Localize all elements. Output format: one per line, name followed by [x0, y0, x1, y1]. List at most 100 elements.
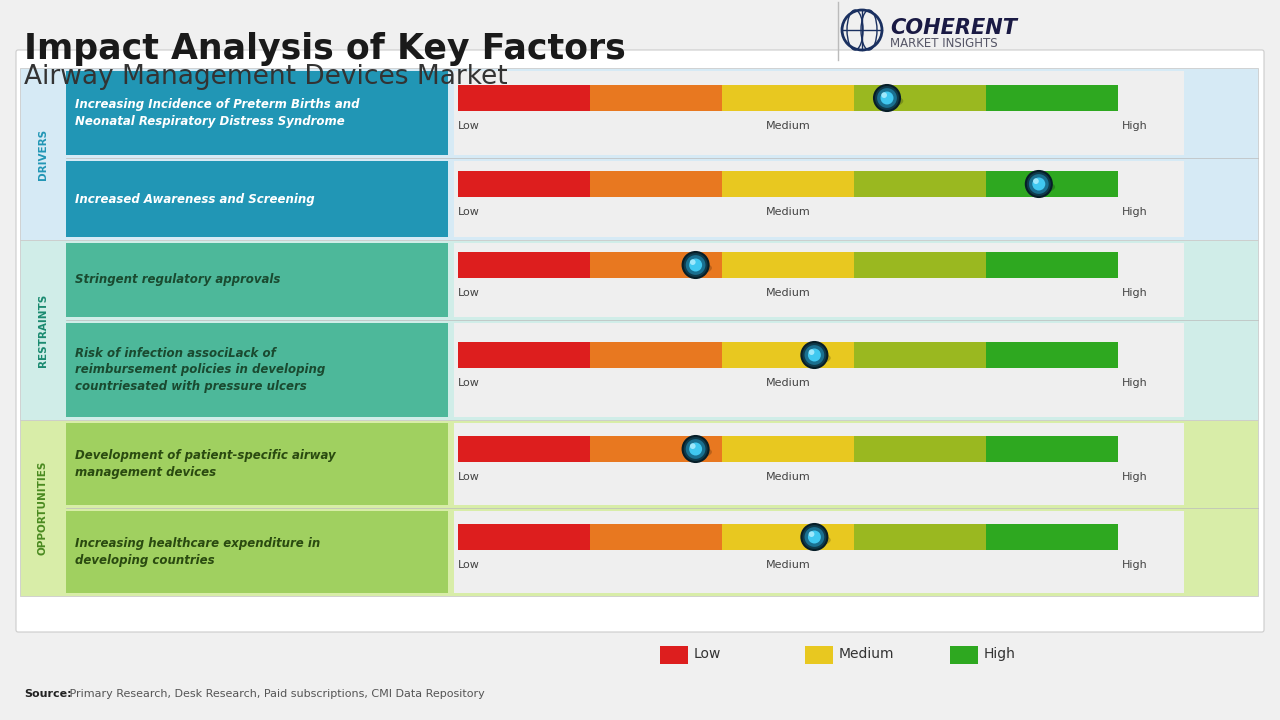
FancyBboxPatch shape [458, 85, 590, 111]
FancyBboxPatch shape [854, 252, 986, 278]
FancyBboxPatch shape [950, 646, 978, 664]
FancyBboxPatch shape [458, 171, 590, 197]
FancyBboxPatch shape [590, 342, 722, 368]
Text: High: High [984, 647, 1016, 661]
Text: Stringent regulatory approvals: Stringent regulatory approvals [76, 274, 280, 287]
FancyBboxPatch shape [454, 161, 1184, 237]
Circle shape [877, 88, 897, 108]
Circle shape [682, 436, 709, 462]
Text: Low: Low [458, 121, 480, 131]
FancyBboxPatch shape [20, 420, 1258, 596]
Text: OPPORTUNITIES: OPPORTUNITIES [38, 461, 49, 555]
Text: Medium: Medium [765, 378, 810, 388]
Text: High: High [1123, 121, 1148, 131]
Text: Increasing healthcare expenditure in
developing countries: Increasing healthcare expenditure in dev… [76, 537, 320, 567]
Text: Low: Low [458, 378, 480, 388]
FancyBboxPatch shape [722, 524, 854, 550]
FancyBboxPatch shape [458, 252, 590, 278]
Circle shape [682, 252, 709, 278]
Ellipse shape [684, 262, 712, 274]
Text: RESTRAINTS: RESTRAINTS [38, 293, 49, 366]
Text: Increased Awareness and Screening: Increased Awareness and Screening [76, 192, 315, 205]
FancyBboxPatch shape [986, 342, 1117, 368]
FancyBboxPatch shape [454, 323, 1184, 417]
Text: Medium: Medium [765, 288, 810, 298]
Ellipse shape [874, 95, 904, 107]
Text: High: High [1123, 560, 1148, 570]
Text: Low: Low [458, 472, 480, 482]
Circle shape [690, 444, 695, 449]
Ellipse shape [1027, 181, 1055, 193]
FancyBboxPatch shape [722, 171, 854, 197]
FancyBboxPatch shape [590, 171, 722, 197]
FancyBboxPatch shape [590, 436, 722, 462]
FancyBboxPatch shape [722, 85, 854, 111]
Circle shape [808, 531, 820, 544]
Text: Primary Research, Desk Research, Paid subscriptions, CMI Data Repository: Primary Research, Desk Research, Paid su… [67, 689, 485, 699]
Circle shape [801, 342, 827, 368]
FancyBboxPatch shape [854, 171, 986, 197]
FancyBboxPatch shape [986, 171, 1117, 197]
Text: Low: Low [458, 288, 480, 298]
FancyBboxPatch shape [722, 436, 854, 462]
Ellipse shape [684, 446, 712, 458]
Text: Airway Management Devices Market: Airway Management Devices Market [24, 64, 508, 90]
FancyBboxPatch shape [854, 524, 986, 550]
Text: Medium: Medium [838, 647, 895, 661]
Circle shape [689, 443, 703, 456]
Text: Low: Low [458, 207, 480, 217]
FancyBboxPatch shape [67, 423, 448, 505]
Text: Risk of infection associLack of
reimbursement policies in developing
countriesat: Risk of infection associLack of reimburs… [76, 347, 325, 393]
FancyBboxPatch shape [20, 68, 1258, 240]
Circle shape [1029, 174, 1048, 194]
Text: High: High [1123, 378, 1148, 388]
FancyBboxPatch shape [67, 161, 448, 237]
FancyBboxPatch shape [986, 524, 1117, 550]
FancyBboxPatch shape [722, 342, 854, 368]
Circle shape [689, 258, 703, 271]
Text: High: High [1123, 288, 1148, 298]
Text: Medium: Medium [765, 472, 810, 482]
Circle shape [809, 531, 814, 537]
FancyBboxPatch shape [458, 524, 590, 550]
FancyBboxPatch shape [454, 511, 1184, 593]
Text: Development of patient-specific airway
management devices: Development of patient-specific airway m… [76, 449, 335, 479]
Circle shape [1025, 171, 1052, 197]
FancyBboxPatch shape [590, 85, 722, 111]
Ellipse shape [803, 352, 831, 364]
Text: DRIVERS: DRIVERS [38, 128, 49, 179]
Text: Medium: Medium [765, 121, 810, 131]
FancyBboxPatch shape [454, 423, 1184, 505]
FancyBboxPatch shape [854, 85, 986, 111]
FancyBboxPatch shape [20, 240, 1258, 420]
Circle shape [874, 85, 900, 111]
Circle shape [801, 524, 827, 550]
Ellipse shape [803, 534, 831, 546]
Circle shape [881, 92, 887, 98]
FancyBboxPatch shape [854, 436, 986, 462]
FancyBboxPatch shape [986, 85, 1117, 111]
Circle shape [805, 527, 824, 547]
FancyBboxPatch shape [986, 436, 1117, 462]
FancyBboxPatch shape [590, 252, 722, 278]
FancyBboxPatch shape [660, 646, 689, 664]
FancyBboxPatch shape [67, 511, 448, 593]
FancyBboxPatch shape [67, 71, 448, 155]
Text: Medium: Medium [765, 207, 810, 217]
FancyBboxPatch shape [454, 243, 1184, 317]
Text: COHERENT: COHERENT [890, 18, 1018, 38]
Circle shape [808, 348, 820, 361]
Text: Impact Analysis of Key Factors: Impact Analysis of Key Factors [24, 32, 626, 66]
FancyBboxPatch shape [67, 323, 448, 417]
FancyBboxPatch shape [854, 342, 986, 368]
Circle shape [690, 259, 695, 265]
FancyBboxPatch shape [986, 252, 1117, 278]
Text: Low: Low [458, 560, 480, 570]
Text: MARKET INSIGHTS: MARKET INSIGHTS [890, 37, 997, 50]
Circle shape [805, 345, 824, 365]
Circle shape [686, 439, 705, 459]
Circle shape [809, 349, 814, 355]
FancyBboxPatch shape [67, 243, 448, 317]
Text: High: High [1123, 472, 1148, 482]
FancyBboxPatch shape [722, 252, 854, 278]
